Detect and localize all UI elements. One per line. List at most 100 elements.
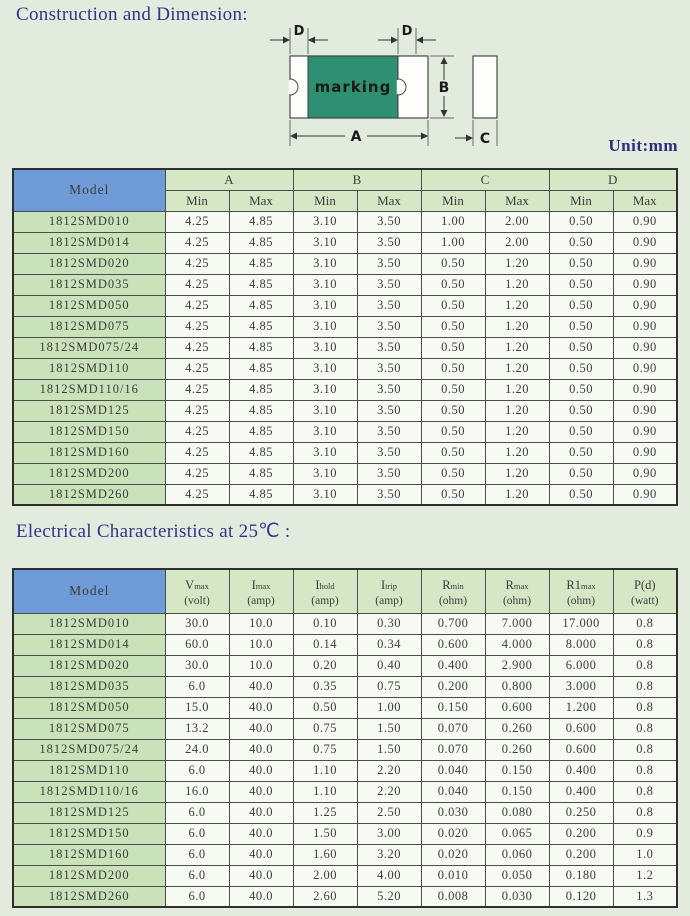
dim-d-right-label: D <box>402 24 413 39</box>
value-cell: 0.40 <box>356 654 422 677</box>
section-title-construction: Construction and Dimension: <box>16 4 248 25</box>
value-cell: 0.020 <box>420 843 486 866</box>
value-cell: 0.200 <box>548 843 614 866</box>
value-cell: 40.0 <box>228 675 294 698</box>
model-cell: 1812SMD200 <box>12 462 166 485</box>
dimension-d-right: D <box>378 24 436 44</box>
dimension-c: C <box>455 131 490 147</box>
value-cell: 0.50 <box>420 273 486 296</box>
value-cell: 0.50 <box>420 483 486 506</box>
table-row: 1812SMD075 13.2 40.0 0.75 1.50 0.070 0.260 0.60… <box>12 717 678 740</box>
dimension-b: B <box>439 57 449 117</box>
value-cell: 4.25 <box>164 378 230 401</box>
model-cell: 1812SMD050 <box>12 294 166 317</box>
table-row: 1812SMD014 4.25 4.85 3.10 3.50 1.00 2.00 0.50 0.… <box>12 231 678 254</box>
value-cell: 3.50 <box>356 441 422 464</box>
value-cell: 3.10 <box>292 273 358 296</box>
value-cell: 4.25 <box>164 420 230 443</box>
value-cell: 0.90 <box>612 336 678 359</box>
dim-c-label: C <box>480 131 490 147</box>
value-cell: 0.50 <box>420 462 486 485</box>
value-cell: 4.25 <box>164 252 230 275</box>
value-cell: 3.000 <box>548 675 614 698</box>
model-cell: 1812SMD075 <box>12 717 166 740</box>
group-header-a: A <box>164 168 294 191</box>
model-cell: 1812SMD125 <box>12 399 166 422</box>
value-cell: 0.90 <box>612 399 678 422</box>
value-cell: 4.25 <box>164 336 230 359</box>
table-row: 1812SMD260 4.25 4.85 3.10 3.50 0.50 1.20 0.50 0.… <box>12 483 678 506</box>
model-cell: 1812SMD035 <box>12 675 166 698</box>
value-cell: 10.0 <box>228 633 294 656</box>
table-row: 1812SMD125 4.25 4.85 3.10 3.50 0.50 1.20 0.50 0.… <box>12 399 678 422</box>
value-cell: 0.600 <box>420 633 486 656</box>
unit-label: Unit:mm <box>608 136 678 155</box>
value-cell: 0.700 <box>420 612 486 635</box>
value-cell: 1.20 <box>484 399 550 422</box>
value-cell: 3.10 <box>292 420 358 443</box>
min-header: Min <box>420 189 486 212</box>
model-cell: 1812SMD110/16 <box>12 378 166 401</box>
value-cell: 0.150 <box>484 780 550 803</box>
table-row: 1812SMD010 4.25 4.85 3.10 3.50 1.00 2.00 0.50 0.… <box>12 210 678 233</box>
table-row: 1812SMD110/16 4.25 4.85 3.10 3.50 0.50 1.20 0.5… <box>12 378 678 401</box>
value-cell: 3.50 <box>356 357 422 380</box>
value-cell: 2.900 <box>484 654 550 677</box>
value-cell: 6.0 <box>164 801 230 824</box>
table-row: 1812SMD125 6.0 40.0 1.25 2.50 0.030 0.080 0.250… <box>12 801 678 824</box>
value-cell: 3.50 <box>356 399 422 422</box>
value-cell: 4.85 <box>228 378 294 401</box>
value-cell: 0.8 <box>612 633 678 656</box>
dim-d-left-label: D <box>294 24 305 39</box>
value-cell: 0.50 <box>548 357 614 380</box>
value-cell: 10.0 <box>228 654 294 677</box>
value-cell: 2.50 <box>356 801 422 824</box>
value-cell: 0.8 <box>612 717 678 740</box>
value-cell: 0.50 <box>548 273 614 296</box>
value-cell: 3.10 <box>292 231 358 254</box>
model-cell: 1812SMD014 <box>12 231 166 254</box>
value-cell: 3.50 <box>356 462 422 485</box>
value-cell: 4.25 <box>164 483 230 506</box>
value-cell: 0.50 <box>548 462 614 485</box>
value-cell: 0.90 <box>612 378 678 401</box>
value-cell: 13.2 <box>164 717 230 740</box>
value-cell: 8.000 <box>548 633 614 656</box>
value-cell: 7.000 <box>484 612 550 635</box>
value-cell: 0.8 <box>612 612 678 635</box>
value-cell: 30.0 <box>164 612 230 635</box>
value-cell: 3.50 <box>356 315 422 338</box>
value-cell: 0.065 <box>484 822 550 845</box>
value-cell: 0.8 <box>612 675 678 698</box>
value-cell: 0.070 <box>420 717 486 740</box>
value-cell: 0.040 <box>420 759 486 782</box>
value-cell: 1.20 <box>484 462 550 485</box>
value-cell: 16.0 <box>164 780 230 803</box>
value-cell: 1.00 <box>420 210 486 233</box>
value-cell: 3.50 <box>356 252 422 275</box>
value-cell: 0.75 <box>356 675 422 698</box>
value-cell: 0.150 <box>484 759 550 782</box>
value-cell: 6.0 <box>164 675 230 698</box>
value-cell: 0.50 <box>548 336 614 359</box>
value-cell: 0.50 <box>292 696 358 719</box>
value-cell: 0.75 <box>292 717 358 740</box>
value-cell: 0.90 <box>612 210 678 233</box>
value-cell: 6.0 <box>164 885 230 908</box>
model-cell: 1812SMD150 <box>12 822 166 845</box>
value-cell: 1.00 <box>420 231 486 254</box>
value-cell: 0.50 <box>548 315 614 338</box>
value-cell: 0.50 <box>548 231 614 254</box>
value-cell: 6.0 <box>164 843 230 866</box>
col-header-ihold: Ihold (amp) <box>292 568 358 614</box>
value-cell: 0.50 <box>548 378 614 401</box>
value-cell: 0.260 <box>484 717 550 740</box>
value-cell: 3.10 <box>292 252 358 275</box>
value-cell: 0.8 <box>612 654 678 677</box>
value-cell: 0.50 <box>420 399 486 422</box>
value-cell: 3.50 <box>356 273 422 296</box>
value-cell: 3.00 <box>356 822 422 845</box>
value-cell: 0.35 <box>292 675 358 698</box>
value-cell: 0.8 <box>612 801 678 824</box>
value-cell: 0.90 <box>612 252 678 275</box>
